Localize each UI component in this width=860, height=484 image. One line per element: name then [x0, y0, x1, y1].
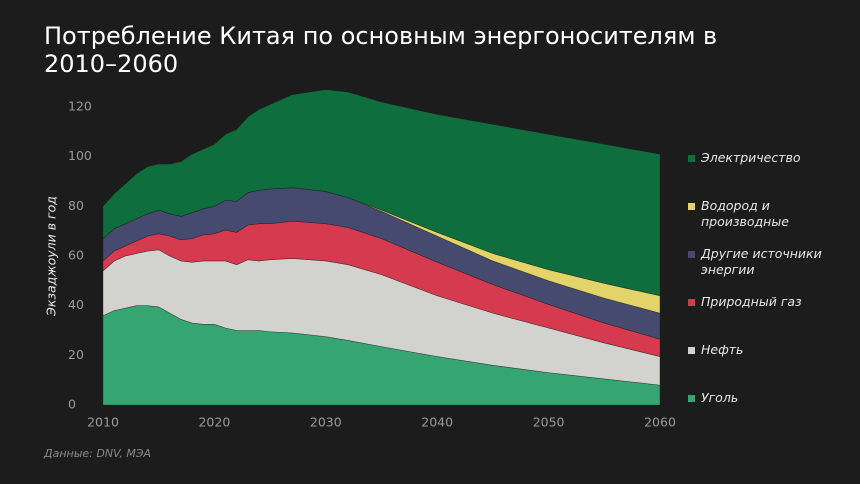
legend-swatch	[688, 395, 695, 402]
legend-swatch	[688, 251, 695, 258]
y-tick-label: 120	[68, 99, 92, 114]
y-tick-label: 80	[68, 198, 84, 213]
legend-item: Электричество	[688, 150, 828, 166]
legend-label: Уголь	[701, 390, 739, 405]
y-tick-label: 60	[68, 248, 84, 263]
x-tick-label: 2040	[421, 415, 453, 430]
y-tick-label: 0	[68, 397, 76, 412]
legend-item: Нефть	[688, 342, 828, 358]
legend-item: Другие источники энергии	[688, 246, 828, 278]
source: Данные: DNV, МЭА	[44, 447, 152, 460]
y-tick-label: 40	[68, 297, 84, 312]
legend-item: Уголь	[688, 390, 828, 406]
y-axis-label: Экзаджоули в год	[44, 196, 59, 317]
legend-label: Природный газ	[701, 294, 802, 309]
legend-label: Электричество	[701, 150, 801, 165]
y-tick-label: 20	[68, 347, 84, 362]
x-tick-label: 2060	[644, 415, 676, 430]
legend-swatch	[688, 347, 695, 354]
y-tick-label: 100	[68, 148, 92, 163]
legend-label: Водород и производные	[701, 198, 789, 229]
legend-label: Другие источники энергии	[701, 246, 822, 277]
x-tick-label: 2030	[310, 415, 342, 430]
chart-title: Потребление Китая по основным энергоноси…	[44, 22, 718, 78]
legend-label: Нефть	[701, 342, 744, 357]
legend-item: Водород и производные	[688, 198, 828, 230]
x-tick-label: 2020	[198, 415, 230, 430]
x-tick-label: 2050	[533, 415, 565, 430]
legend-swatch	[688, 203, 695, 210]
area	[102, 89, 661, 297]
x-tick-label: 2010	[87, 415, 119, 430]
legend-item: Природный газ	[688, 294, 828, 310]
legend-swatch	[688, 299, 695, 306]
legend-swatch	[688, 155, 695, 162]
